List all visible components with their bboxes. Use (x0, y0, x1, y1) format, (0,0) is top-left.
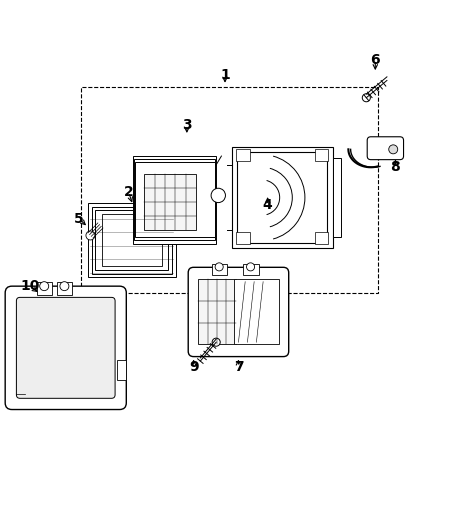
Bar (237, 153, 327, 243)
Bar (243, 264, 259, 275)
Circle shape (247, 263, 255, 271)
Bar (333, 158, 341, 237)
Text: 3: 3 (182, 118, 192, 132)
Text: 4: 4 (263, 198, 273, 212)
Bar (164, 203, 176, 212)
Circle shape (211, 188, 225, 203)
Bar (232, 147, 333, 248)
Bar (236, 150, 250, 160)
Bar (315, 150, 328, 160)
Bar (57, 282, 72, 295)
Text: 10: 10 (20, 279, 40, 293)
Bar (95, 210, 168, 270)
Bar (234, 280, 279, 344)
Bar (134, 159, 216, 241)
Bar (81, 86, 378, 293)
Text: 7: 7 (234, 360, 243, 374)
Bar (117, 360, 126, 380)
Text: 8: 8 (391, 160, 401, 174)
Bar (102, 214, 162, 266)
Text: 6: 6 (370, 52, 380, 67)
Bar (88, 203, 176, 277)
Bar (198, 280, 236, 344)
Bar (236, 232, 250, 244)
Bar (135, 162, 215, 237)
Circle shape (389, 145, 398, 154)
FancyBboxPatch shape (5, 286, 126, 410)
Text: 1: 1 (220, 68, 230, 82)
Circle shape (212, 338, 220, 346)
Bar (133, 156, 216, 244)
Text: 2: 2 (124, 185, 133, 199)
Bar (144, 174, 196, 230)
Text: 5: 5 (74, 212, 84, 226)
Circle shape (40, 282, 49, 290)
FancyBboxPatch shape (367, 137, 404, 160)
Bar (92, 207, 172, 273)
Text: 9: 9 (189, 360, 198, 374)
Circle shape (362, 94, 370, 102)
Circle shape (60, 282, 69, 290)
Circle shape (215, 263, 223, 271)
Circle shape (86, 231, 95, 240)
FancyBboxPatch shape (16, 298, 115, 398)
Bar (212, 264, 227, 275)
Bar (36, 282, 52, 295)
FancyBboxPatch shape (188, 267, 289, 357)
Bar (315, 232, 328, 244)
